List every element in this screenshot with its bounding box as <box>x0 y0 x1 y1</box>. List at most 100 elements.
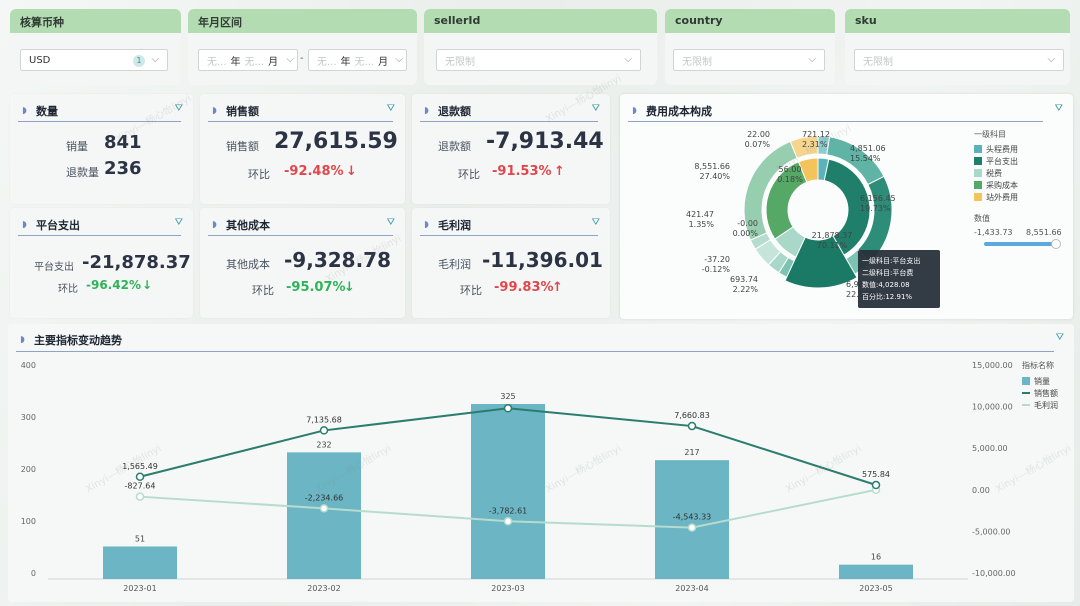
pie-legend-item[interactable]: 站外费用 <box>974 191 1064 203</box>
sellerid-placeholder: 无限制 <box>445 56 475 68</box>
pie-label-value: 693.74 <box>730 275 758 284</box>
pin-icon: ◗ <box>424 105 429 116</box>
mom-value: -95.07% <box>286 280 346 295</box>
sales-point[interactable] <box>503 404 513 413</box>
bar-qty[interactable] <box>655 460 729 579</box>
trend-title: 主要指标变动趋势 <box>34 333 122 347</box>
filter-currency-title: 核算币种 <box>10 9 181 33</box>
pie-legend-item[interactable]: 税费 <box>974 167 1064 179</box>
filter-country: country 无限制 ⌵ <box>665 9 835 85</box>
filter-icon[interactable]: ⛛ <box>591 217 600 228</box>
bar-qty[interactable] <box>287 452 361 579</box>
legend-label: 税费 <box>986 168 1002 178</box>
cost-composition-card: ◗ 费用成本构成 ⛛ 22.00 0.07% 721.12 2.31% 4,851.06 1… <box>620 94 1073 319</box>
highlighted-slice[interactable] <box>784 235 858 289</box>
bar-label: 325 <box>500 392 515 401</box>
filter-icon[interactable]: ⛛ <box>174 103 183 114</box>
y-right-tick: 15,000.00 <box>972 361 1013 370</box>
bar-label: 232 <box>316 440 331 449</box>
sales-point[interactable] <box>135 472 145 482</box>
kpi-card-platform: ◗ 平台支出 ⛛ 平台支出 -21,878.37 环比 -96.42% ↓ <box>10 208 193 318</box>
profit-label: -2,234.66 <box>305 493 344 502</box>
other-cost-value: -9,328.78 <box>284 248 391 272</box>
pin-icon: ◗ <box>632 105 637 116</box>
legend-swatch <box>1022 404 1030 406</box>
arrow-up-icon: ↑ <box>554 164 565 179</box>
y-left-tick: 200 <box>21 465 36 474</box>
bar-qty[interactable] <box>103 546 177 579</box>
profit-label: 毛利润 <box>438 258 471 271</box>
bar-label: 16 <box>871 553 881 562</box>
filter-month-range-title: 年月区间 <box>188 9 417 33</box>
pie-label-percent: 15.54% <box>850 154 881 163</box>
pin-icon: ◗ <box>212 219 217 230</box>
pie-label-value: 56.00 <box>779 165 802 174</box>
pin-icon: ◗ <box>20 334 25 345</box>
legend-swatch <box>1022 377 1030 385</box>
country-select[interactable]: 无限制 ⌵ <box>673 49 825 71</box>
currency-select[interactable]: USD 1 ⌵ <box>20 49 168 71</box>
sales-point[interactable] <box>871 480 881 490</box>
filter-sellerid-title: sellerId <box>424 9 657 33</box>
trend-legend-item[interactable]: 销售额 <box>1022 387 1058 399</box>
profit-point[interactable] <box>687 523 697 532</box>
sales-label: 7,135.68 <box>306 415 342 424</box>
sales-point[interactable] <box>687 421 697 431</box>
legend-swatch <box>1022 392 1030 394</box>
mom-value: -99.83% <box>494 280 554 295</box>
filter-sellerid: sellerId 无限制 ⌵ <box>424 9 657 85</box>
pie-label-percent: 27.40% <box>699 172 730 181</box>
start-month-placeholder: 无... <box>244 56 265 68</box>
pie-label-percent: 0.18% <box>777 175 803 184</box>
filter-icon[interactable]: ⛛ <box>386 217 395 228</box>
range-handle[interactable] <box>1051 239 1061 249</box>
inner-ring-slice[interactable] <box>797 157 819 183</box>
pie-legend-title: 一级科目 <box>974 130 1006 139</box>
legend-label: 平台支出 <box>986 156 1018 166</box>
start-month-select[interactable]: 无... 年 无... 月 ⌵ <box>198 49 298 71</box>
arrow-down-icon: ↑ <box>552 280 563 295</box>
tooltip-line: 二级科目:平台费 <box>862 269 914 277</box>
trend-legend-item[interactable]: 销量 <box>1022 375 1058 387</box>
chevron-down-icon: ⌵ <box>808 54 816 65</box>
filter-icon[interactable]: ⛛ <box>174 217 183 228</box>
profit-label: -827.64 <box>125 482 156 491</box>
legend-swatch <box>974 157 982 165</box>
filter-icon[interactable]: ⛛ <box>591 103 600 114</box>
kpi-title: 平台支出 <box>36 218 80 232</box>
pie-legend-item[interactable]: 平台支出 <box>974 155 1064 167</box>
sku-placeholder: 无限制 <box>863 56 893 68</box>
end-month-select[interactable]: 无... 年 无... 月 ⌵ <box>308 49 407 71</box>
filter-icon[interactable]: ⛛ <box>1054 103 1063 114</box>
pie-label-value: 21,878.37 <box>812 231 853 240</box>
value-range-slider[interactable]: -1,433.73 8,551.66 <box>974 228 1064 252</box>
kpi-card-other-cost: ◗ 其他成本 ⛛ 其他成本 -9,328.78 环比 -95.07% ↓ <box>200 208 405 318</box>
kpi-title: 退款额 <box>438 104 471 118</box>
profit-label: -4,543.33 <box>673 513 712 522</box>
sku-select[interactable]: 无限制 ⌵ <box>854 49 1064 71</box>
trend-legend-item[interactable]: 毛利润 <box>1022 399 1058 411</box>
end-month-unit: 月 <box>378 56 389 68</box>
sales-point[interactable] <box>319 426 329 435</box>
legend-label: 采购成本 <box>986 180 1018 190</box>
profit-point[interactable] <box>135 492 145 501</box>
pie-label-value: -37.20 <box>704 255 730 264</box>
tooltip-line: 百分比:12.91% <box>862 293 913 301</box>
filter-icon[interactable]: ⛛ <box>386 103 395 114</box>
legend-swatch <box>974 169 982 177</box>
pie-legend-item[interactable]: 采购成本 <box>974 179 1064 191</box>
pin-icon: ◗ <box>22 105 27 116</box>
arrow-down-icon: ↓ <box>344 280 355 295</box>
pie-legend-item[interactable]: 头程费用 <box>974 143 1064 155</box>
bar-qty[interactable] <box>839 564 913 579</box>
x-tick: 2023-05 <box>859 584 892 593</box>
sellerid-select[interactable]: 无限制 ⌵ <box>436 49 641 71</box>
filter-icon[interactable]: ⛛ <box>1055 332 1064 343</box>
legend-swatch <box>974 181 982 189</box>
bar-qty[interactable] <box>471 404 545 579</box>
profit-point[interactable] <box>503 517 513 526</box>
outer-ring-slice[interactable] <box>789 135 819 159</box>
y-left-tick: 400 <box>21 361 36 370</box>
legend-label: 头程费用 <box>986 144 1018 154</box>
profit-point[interactable] <box>319 504 329 513</box>
